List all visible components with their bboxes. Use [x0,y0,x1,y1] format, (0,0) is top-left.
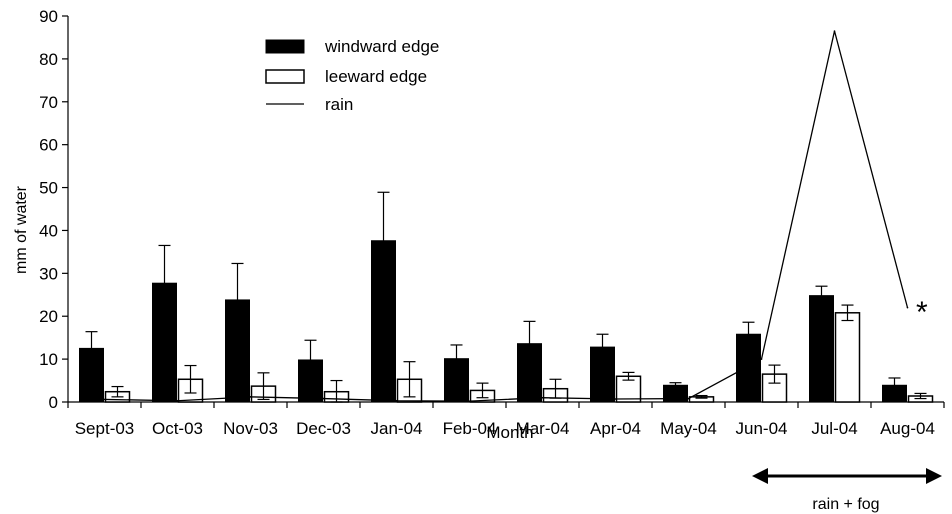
bar-windward [663,384,688,403]
rain-point [687,397,690,400]
arrow-right-head [926,468,942,484]
y-tick-label: 10 [39,350,58,369]
rain-fog-range-arrow [752,468,942,484]
rain-point [468,400,471,402]
x-tick-label: Mar-04 [516,419,570,438]
bar-windward [882,384,907,403]
rain-point [833,30,836,32]
rain-point [760,358,763,360]
y-tick-label: 50 [39,179,58,198]
rain-line-series [103,30,909,402]
y-tick-label: 60 [39,136,58,155]
rain-point [322,397,325,400]
legend-label-windward: windward edge [324,37,439,56]
x-tick-label: Apr-04 [590,419,641,438]
bar-windward [444,358,469,403]
x-tick-label: Feb-04 [443,419,497,438]
y-tick-label: 20 [39,307,58,326]
x-tick-label: Jun-04 [736,419,788,438]
rain-point [395,399,398,402]
y-tick-label: 40 [39,221,58,240]
rain-fog-label: rain + fog [812,496,879,513]
x-tick-label: Nov-03 [223,419,278,438]
x-tick-label: Aug-04 [880,419,935,438]
rain-line [104,30,909,402]
rain-point [176,399,179,402]
legend: windward edge leeward edge rain [265,37,439,114]
y-tick-label: 70 [39,93,58,112]
bar-windward [517,343,542,403]
error-bars [85,191,927,403]
x-axis-title: Month [486,423,533,442]
bar-windward [736,333,761,403]
x-tick-label: May-04 [660,419,717,438]
legend-swatch-windward [265,39,305,54]
bars [79,240,934,403]
y-axis: 0 10 20 30 40 50 60 70 80 90 [39,7,69,412]
rain-point [906,306,909,309]
rain-point [103,398,106,401]
legend-label-rain: rain [325,95,353,114]
x-axis: Sept-03 Oct-03 Nov-03 Dec-03 Jan-04 Feb-04 Mar… [67,401,945,438]
bar-windward [298,359,323,403]
asterisk-annotation: * [916,296,928,329]
y-axis-title: mm of water [13,185,30,274]
x-tick-label: Dec-03 [296,419,351,438]
rain-point [249,396,252,398]
arrow-left-head [752,468,768,484]
bar-windward [590,346,615,403]
bar-windward [371,240,396,403]
rain-point [541,396,544,399]
rain-point [614,398,617,400]
y-tick-label: 30 [39,264,58,283]
y-tick-label: 80 [39,50,58,69]
bar-windward [152,282,177,403]
bar-windward [79,347,104,403]
y-tick-label: 0 [49,393,58,412]
bar-windward [809,295,834,403]
legend-label-leeward: leeward edge [325,67,427,86]
bar-windward [225,299,250,403]
y-tick-label: 90 [39,7,58,26]
x-tick-label: Jul-04 [811,419,857,438]
legend-swatch-leeward [265,69,305,84]
x-tick-label: Sept-03 [75,419,135,438]
x-tick-label: Oct-03 [152,419,203,438]
bar-leeward [834,312,861,403]
x-tick-label: Jan-04 [371,419,423,438]
